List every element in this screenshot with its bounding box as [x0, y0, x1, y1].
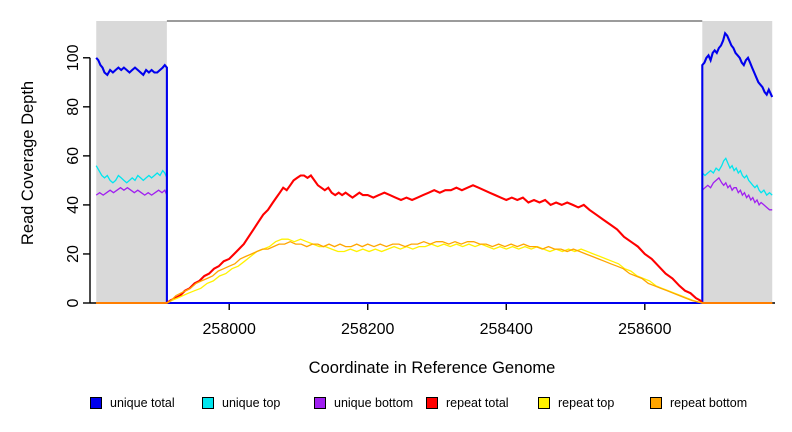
- shaded-bands: [96, 21, 773, 303]
- legend-label: repeat total: [446, 396, 509, 410]
- series-line-unique-total: [95, 31, 774, 305]
- y-tick-label: 20: [65, 245, 82, 263]
- legend-label: unique top: [222, 396, 281, 410]
- x-axis-title: Coordinate in Reference Genome: [309, 359, 556, 377]
- legend-swatch-repeat-bottom: [650, 397, 662, 409]
- series-line-repeat-top: [96, 238, 773, 304]
- x-tick-label: 258000: [203, 321, 256, 338]
- series-lines: [95, 31, 774, 305]
- legend-label: unique total: [110, 396, 175, 410]
- legend-swatch-repeat-total: [426, 397, 438, 409]
- legend-item-unique-bottom: unique bottom: [314, 396, 426, 410]
- legend-swatch-repeat-top: [538, 397, 550, 409]
- masked-region-band: [96, 21, 167, 303]
- y-tick-label: 60: [65, 147, 82, 165]
- y-tick-label: 80: [65, 98, 82, 116]
- legend-item-unique-total: unique total: [90, 396, 202, 410]
- legend-swatch-unique-top: [202, 397, 214, 409]
- x-tick-label: 258600: [618, 321, 671, 338]
- y-tick-label: 0: [65, 298, 82, 307]
- x-tick-label: 258400: [480, 321, 533, 338]
- legend-item-repeat-top: repeat top: [538, 396, 650, 410]
- legend-item-unique-top: unique top: [202, 396, 314, 410]
- y-axis-title: Read Coverage Depth: [19, 81, 37, 245]
- series-line-unique-bottom: [95, 176, 773, 304]
- axes: 0 20 40 60 80 100 258000 258200 258400 258600: [65, 44, 775, 338]
- legend-item-repeat-total: repeat total: [426, 396, 538, 410]
- legend-label: repeat top: [558, 396, 615, 410]
- x-tick-label: 258200: [341, 321, 394, 338]
- legend-item-repeat-bottom: repeat bottom: [650, 396, 762, 410]
- series-line-repeat-total: [96, 174, 773, 305]
- legend-label: repeat bottom: [670, 396, 748, 410]
- coverage-chart: 0 20 40 60 80 100 258000 258200 258400 258600 Coo…: [19, 20, 775, 377]
- y-tick-label: 100: [65, 44, 82, 71]
- y-tick-label: 40: [65, 196, 82, 214]
- legend-label: unique bottom: [334, 396, 414, 410]
- legend: unique total unique top unique bottom repea…: [90, 396, 762, 410]
- series-line-unique-top: [95, 157, 773, 304]
- series-line-repeat-bottom: [96, 240, 773, 304]
- legend-swatch-unique-bottom: [314, 397, 326, 409]
- legend-swatch-unique-total: [90, 397, 102, 409]
- masked-region-band: [702, 21, 773, 303]
